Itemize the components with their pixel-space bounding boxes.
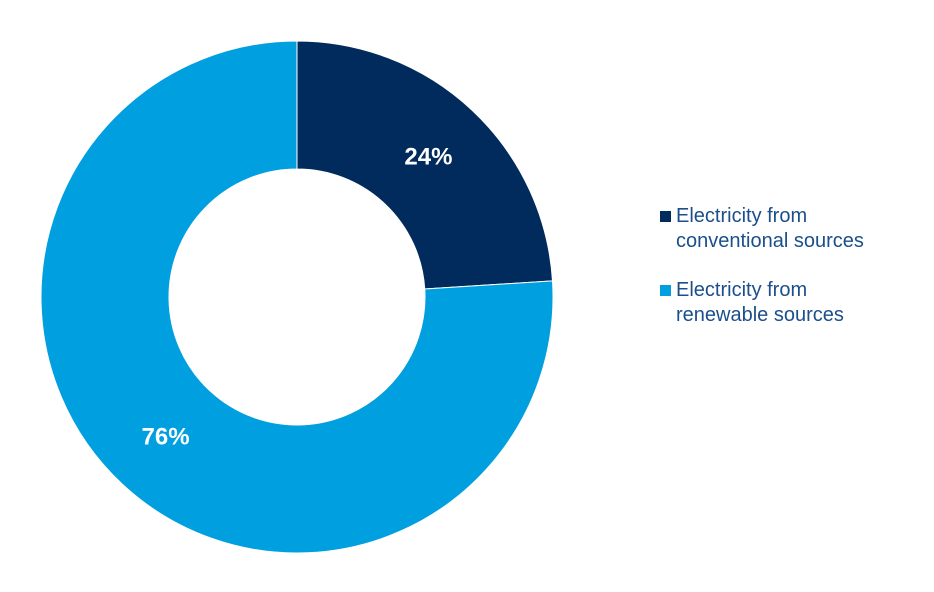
data-label-renewable: 76% — [142, 423, 190, 450]
legend-swatch-renewable — [660, 285, 671, 296]
donut-slice-conventional — [296, 40, 554, 290]
legend-item-renewable: Electricity from renewable sources — [660, 278, 920, 328]
legend: Electricity from conventional sources El… — [660, 204, 920, 352]
legend-label-conventional: Electricity from conventional sources — [676, 205, 864, 252]
data-label-conventional: 24% — [404, 144, 452, 171]
legend-item-conventional: Electricity from conventional sources — [660, 204, 920, 254]
legend-label-renewable: Electricity from renewable sources — [676, 279, 844, 326]
legend-swatch-conventional — [660, 211, 671, 222]
donut-slice-renewable — [40, 40, 554, 554]
